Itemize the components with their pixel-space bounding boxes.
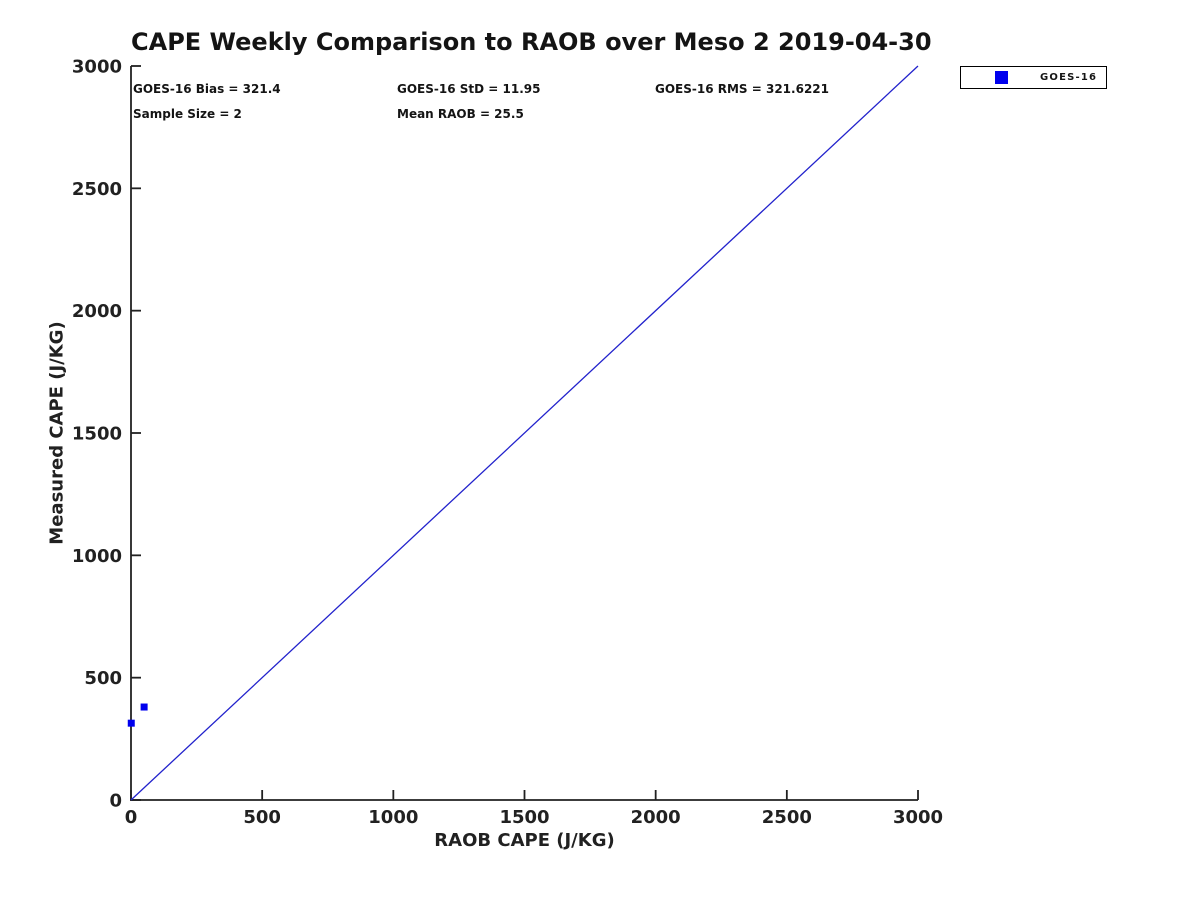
data-points (127, 703, 148, 727)
y-axis-label: Measured CAPE (J/KG) (46, 321, 68, 545)
legend: GOES-16 (960, 66, 1107, 89)
annotation-std: GOES-16 StD = 11.95 (397, 82, 541, 96)
y-tick-label: 1500 (72, 424, 122, 445)
y-tick-label: 3000 (72, 57, 122, 78)
annotation-bias: GOES-16 Bias = 321.4 (133, 82, 281, 96)
y-tick-label: 0 (109, 791, 122, 812)
y-tick-label: 2000 (72, 301, 122, 322)
identity-line-segment (130, 65, 919, 801)
y-tick-label: 1000 (72, 546, 122, 567)
x-tick-label: 1000 (368, 807, 418, 828)
legend-series-label: GOES-16 (1040, 72, 1098, 83)
x-tick-label: 500 (243, 807, 281, 828)
x-axis-label: RAOB CAPE (J/KG) (434, 830, 615, 851)
chart-title: CAPE Weekly Comparison to RAOB over Meso… (131, 28, 932, 56)
x-tick-label: 0 (125, 807, 138, 828)
x-tick-label: 2000 (631, 807, 681, 828)
legend-marker-square-icon (995, 71, 1008, 84)
identity-line (130, 65, 919, 801)
x-tick-label: 3000 (893, 807, 943, 828)
scatter-point (127, 719, 135, 727)
y-tick-label: 500 (84, 668, 122, 689)
annotation-mean-raob: Mean RAOB = 25.5 (397, 107, 524, 121)
annotation-rms: GOES-16 RMS = 321.6221 (655, 82, 829, 96)
x-axis-ticks: 0 500 1000 1500 2000 2500 3000 (125, 790, 943, 828)
annotation-sample-size: Sample Size = 2 (133, 107, 242, 121)
x-tick-label: 2500 (762, 807, 812, 828)
x-tick-label: 1500 (499, 807, 549, 828)
y-axis-ticks: 0 500 1000 1500 2000 2500 3000 (72, 57, 141, 812)
y-tick-label: 2500 (72, 179, 122, 200)
scatter-point (140, 703, 148, 711)
